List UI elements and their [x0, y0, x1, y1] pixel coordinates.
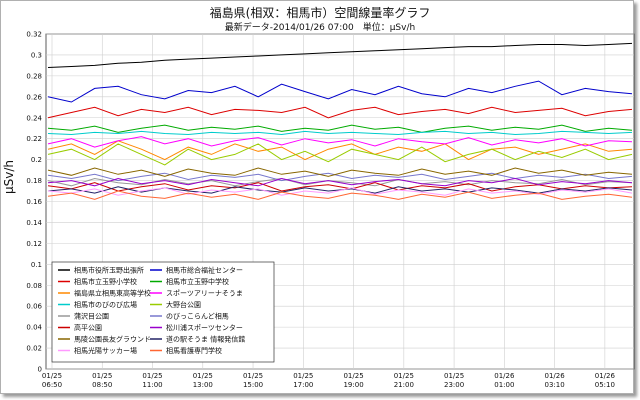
y-tick-label: 0.18	[26, 177, 42, 185]
x-tick-date: 01/26	[545, 372, 566, 380]
series-line	[47, 182, 633, 192]
x-tick-time: 23:00	[444, 381, 464, 389]
legend-label: 大野台公園	[166, 300, 201, 309]
chart-subtitle: 最新データ-2014/01/26 07:00 単位：μSv/h	[224, 23, 416, 33]
series-line	[47, 186, 633, 194]
legend-label: 相馬市総合福祉センター	[166, 266, 243, 275]
y-tick-label: 0.16	[26, 198, 42, 206]
series-line	[47, 136, 633, 148]
x-tick-date: 01/25	[444, 372, 464, 380]
legend-label: 相馬市立玉野中学校	[166, 277, 229, 286]
x-tick-time: 11:00	[142, 381, 162, 389]
x-tick-date: 01/25	[243, 372, 263, 380]
series-line	[47, 106, 633, 119]
x-tick-time: 05:10	[595, 381, 615, 389]
y-tick-label: 0.12	[26, 240, 42, 248]
series-line	[47, 124, 633, 133]
x-tick-date: 01/25	[343, 372, 363, 380]
y-tick-label: 0.24	[26, 114, 42, 122]
x-tick-time: 08:50	[92, 381, 112, 389]
x-tick-date: 01/25	[293, 372, 313, 380]
x-tick-time: 19:00	[343, 381, 363, 389]
legend-label: 高平公園	[74, 323, 102, 332]
legend-label: 福島県立相馬東高等学校	[74, 289, 151, 298]
x-tick-date: 01/26	[595, 372, 616, 380]
y-tick-label: 0.2	[31, 156, 42, 164]
legend-label: 相馬市役所玉野出張所	[74, 266, 144, 275]
legend-label: 相馬市のびのび広場	[74, 300, 137, 309]
chart-title: 福島県(相双：相馬市）空間線量率グラフ	[209, 6, 431, 20]
x-axis-ticks: 01/2506:5001/2508:5001/2511:0001/2513:00…	[42, 372, 616, 389]
legend-label: 道の駅そうま 情報発信館	[166, 335, 245, 344]
legend-label: スポーツアリーナそうま	[166, 290, 243, 298]
y-tick-label: 0.28	[26, 72, 42, 80]
y-tick-label: 0.22	[26, 135, 42, 143]
series-line	[47, 143, 633, 166]
x-tick-time: 01:00	[494, 381, 514, 389]
x-tick-date: 01/25	[42, 372, 62, 380]
series-line	[47, 172, 633, 182]
legend-label: 相馬看護専門学校	[166, 346, 222, 355]
x-tick-date: 01/26	[494, 372, 515, 380]
series-line	[47, 167, 633, 177]
series-line	[47, 130, 633, 136]
legend-label: のびっこらんど相馬	[166, 312, 229, 321]
x-tick-date: 01/25	[193, 372, 213, 380]
y-tick-label: 0.14	[26, 219, 42, 227]
y-tick-label: 0.1	[31, 261, 42, 269]
x-tick-date: 01/25	[394, 372, 414, 380]
legend-label: 相馬光陽サッカー場	[74, 346, 137, 355]
x-tick-time: 03:10	[545, 381, 565, 389]
legend-label: 馬陵公園長友グラウンド	[74, 335, 151, 344]
legend-label: 蒲沢目公園	[74, 312, 109, 321]
series-line	[47, 177, 633, 187]
y-tick-label: 0.26	[26, 93, 42, 101]
x-tick-date: 01/25	[142, 372, 162, 380]
y-tick-label: 0.04	[26, 324, 42, 332]
x-tick-date: 01/25	[92, 372, 112, 380]
legend-label: 相馬市立玉野小学校	[74, 277, 137, 286]
y-tick-label: 0.32	[26, 31, 42, 39]
legend-label: 松川浦スポーツセンター	[166, 323, 243, 332]
x-tick-time: 15:00	[243, 381, 263, 389]
y-tick-label: 0	[38, 366, 42, 374]
x-tick-time: 13:00	[193, 381, 213, 389]
series-lines	[47, 42, 633, 200]
x-tick-time: 21:00	[394, 381, 414, 389]
series-line	[47, 190, 633, 200]
y-tick-label: 0.3	[31, 51, 42, 59]
y-axis-ticks: 0 0.02 0.04 0.06 0.08 0.1 0.12 0.14 0.16 0.18 0.2 0…	[26, 31, 42, 374]
x-tick-time: 06:50	[42, 381, 62, 389]
y-tick-label: 0.08	[26, 282, 42, 290]
series-line	[47, 42, 633, 68]
legend-box	[51, 261, 275, 363]
y-tick-label: 0.02	[26, 345, 42, 353]
x-tick-time: 17:00	[293, 381, 313, 389]
series-line	[47, 80, 633, 103]
y-tick-label: 0.06	[26, 303, 42, 311]
